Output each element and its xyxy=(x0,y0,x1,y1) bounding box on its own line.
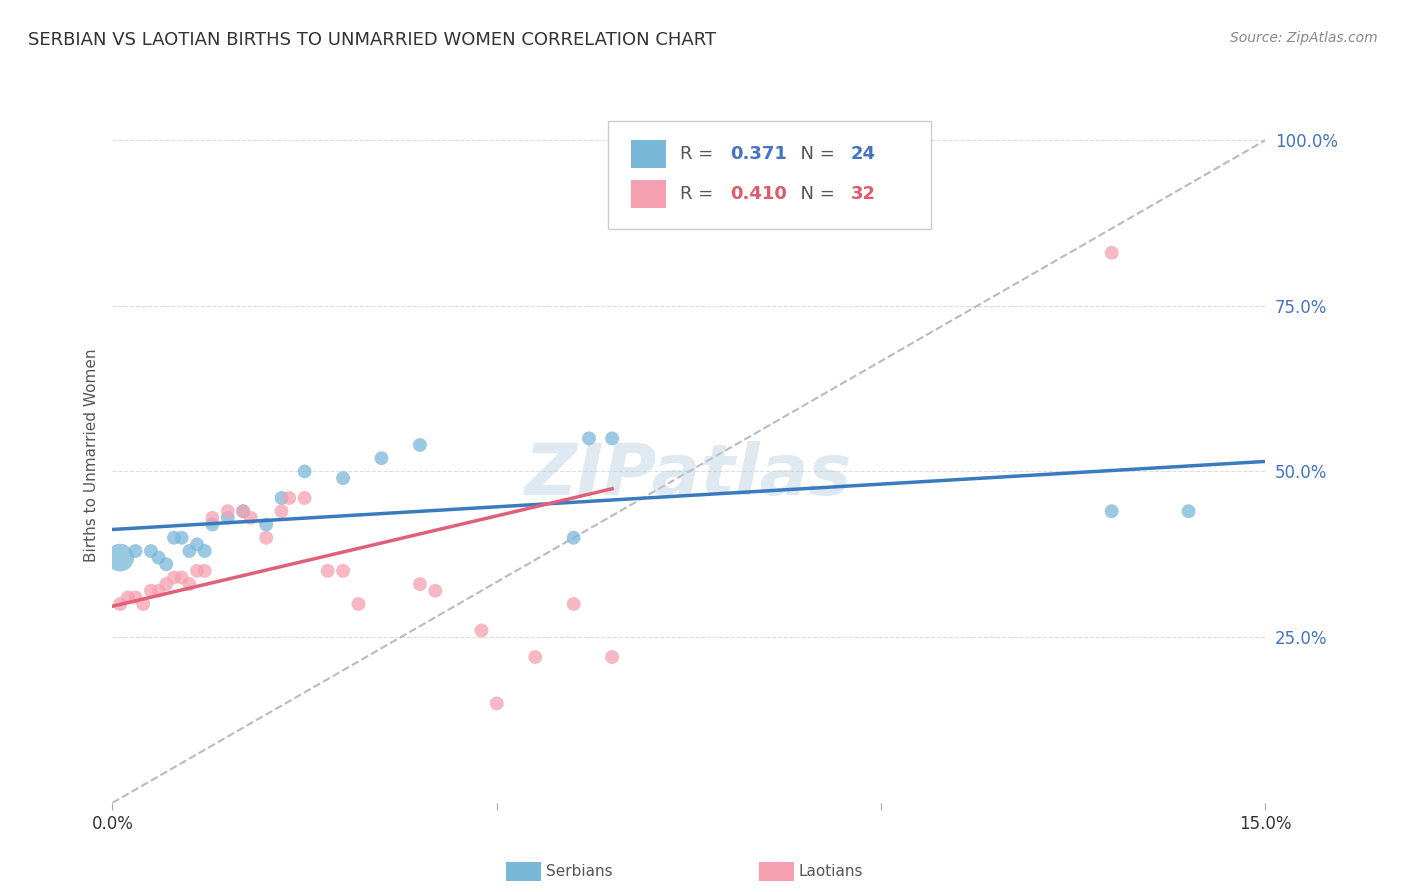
Point xyxy=(1177,504,1199,518)
Point xyxy=(139,583,162,598)
Point xyxy=(332,471,354,485)
Point xyxy=(217,504,239,518)
Point xyxy=(254,517,277,532)
Point xyxy=(124,591,146,605)
Bar xyxy=(631,180,666,208)
Point xyxy=(562,531,585,545)
Point xyxy=(194,564,217,578)
Point xyxy=(179,577,201,591)
Text: Source: ZipAtlas.com: Source: ZipAtlas.com xyxy=(1230,31,1378,45)
Point xyxy=(139,544,162,558)
Point xyxy=(332,564,354,578)
Point xyxy=(201,517,224,532)
Bar xyxy=(631,140,666,169)
Point xyxy=(155,558,177,572)
Point xyxy=(108,550,131,565)
Point xyxy=(294,491,316,505)
Text: N =: N = xyxy=(789,145,841,163)
Point xyxy=(186,537,208,551)
Text: R =: R = xyxy=(679,185,718,203)
Point xyxy=(163,570,186,584)
Point xyxy=(232,504,254,518)
Point xyxy=(294,465,316,479)
Text: ZIPatlas: ZIPatlas xyxy=(526,442,852,510)
Point xyxy=(270,491,292,505)
Point xyxy=(600,431,623,445)
Point xyxy=(163,531,186,545)
Point xyxy=(179,544,201,558)
Point xyxy=(186,564,208,578)
Point xyxy=(232,504,254,518)
Point xyxy=(170,570,193,584)
Text: N =: N = xyxy=(789,185,841,203)
Point xyxy=(470,624,492,638)
Point xyxy=(148,550,170,565)
Point xyxy=(425,583,447,598)
Point xyxy=(170,531,193,545)
Point xyxy=(562,597,585,611)
Y-axis label: Births to Unmarried Women: Births to Unmarried Women xyxy=(83,348,98,562)
Point xyxy=(117,591,139,605)
Text: 0.371: 0.371 xyxy=(731,145,787,163)
Point xyxy=(278,491,301,505)
Point xyxy=(1101,245,1123,260)
Text: SERBIAN VS LAOTIAN BIRTHS TO UNMARRIED WOMEN CORRELATION CHART: SERBIAN VS LAOTIAN BIRTHS TO UNMARRIED W… xyxy=(28,31,716,49)
Point xyxy=(347,597,370,611)
Text: R =: R = xyxy=(679,145,718,163)
Point xyxy=(793,186,815,201)
Point xyxy=(485,697,508,711)
Text: 0.410: 0.410 xyxy=(731,185,787,203)
Text: 24: 24 xyxy=(851,145,876,163)
Point xyxy=(108,597,131,611)
Point xyxy=(524,650,547,665)
Point xyxy=(270,504,292,518)
Point xyxy=(316,564,339,578)
Text: Serbians: Serbians xyxy=(546,864,612,879)
Point xyxy=(409,577,432,591)
Point xyxy=(578,431,600,445)
Point xyxy=(194,544,217,558)
Point xyxy=(132,597,155,611)
Point xyxy=(217,511,239,525)
Point xyxy=(124,544,146,558)
Point xyxy=(409,438,432,452)
Text: 32: 32 xyxy=(851,185,876,203)
Point xyxy=(155,577,177,591)
Point xyxy=(1101,504,1123,518)
Point xyxy=(148,583,170,598)
Point xyxy=(254,531,277,545)
Text: Laotians: Laotians xyxy=(799,864,863,879)
Point xyxy=(600,650,623,665)
FancyBboxPatch shape xyxy=(609,121,931,229)
Point xyxy=(239,511,262,525)
Point xyxy=(201,511,224,525)
Point xyxy=(370,451,392,466)
